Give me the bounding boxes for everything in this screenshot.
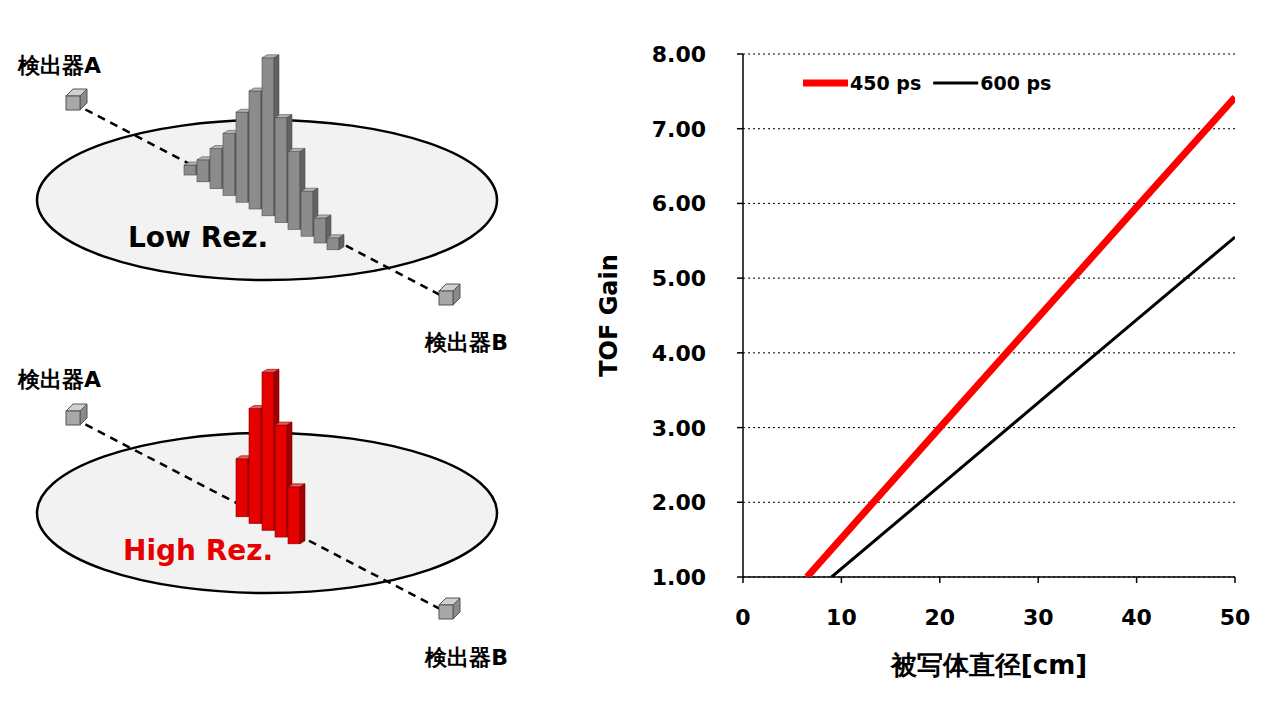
y-tick [737, 53, 743, 55]
grid-line [743, 502, 1235, 503]
resolution-label: Low Rez. [128, 221, 268, 254]
histogram-bar [327, 235, 344, 250]
histogram-bar-side [300, 484, 305, 544]
diagram-panel: Low Rez. 検出器A 検出器B [17, 53, 508, 355]
histogram-bar-front [223, 133, 235, 195]
y-tick-label: 7.00 [652, 117, 706, 142]
detector-front [66, 411, 80, 425]
y-tick [737, 576, 743, 578]
series-line [807, 97, 1235, 577]
detector-side [453, 284, 460, 305]
y-axis-title: TOF Gain [595, 254, 623, 377]
histogram-bar-front [314, 218, 326, 243]
detector-label: 検出器A [17, 367, 101, 392]
y-tick [737, 128, 743, 130]
y-tick-label: 3.00 [652, 416, 706, 441]
grid-line [743, 203, 1235, 204]
x-tick-label: 20 [924, 605, 955, 630]
detector-front [439, 291, 453, 305]
y-tick-label: 1.00 [652, 565, 706, 590]
x-tick [1136, 577, 1138, 583]
histogram-bar-front [184, 165, 196, 175]
y-tick [737, 352, 743, 354]
y-tick-label: 4.00 [652, 341, 706, 366]
legend-swatch [803, 80, 848, 87]
x-tick [742, 577, 744, 583]
y-tick-label: 8.00 [652, 42, 706, 67]
detector-side [80, 89, 87, 110]
detector-label: 検出器B [424, 645, 508, 670]
histogram-bar-front [236, 112, 248, 202]
grid-line [743, 54, 1235, 55]
legend-swatch [933, 82, 978, 85]
grid-line [743, 128, 1235, 129]
detector-side [80, 404, 87, 425]
y-axis [742, 54, 744, 577]
y-tick-label: 2.00 [652, 490, 706, 515]
legend-label: 450 ps [850, 72, 921, 94]
legend-label: 600 ps [980, 72, 1051, 94]
y-tick [737, 203, 743, 205]
grid-line [743, 352, 1235, 353]
x-tick-label: 10 [826, 605, 857, 630]
histogram-bar-front [275, 118, 287, 223]
x-axis [743, 576, 1235, 578]
histogram-bar-front [288, 487, 300, 544]
histogram-bar-front [262, 372, 274, 530]
detector-label: 検出器B [424, 330, 508, 355]
y-tick [737, 277, 743, 279]
grid-line [743, 278, 1235, 279]
histogram-bar-front [327, 238, 339, 250]
x-axis-title: 被写体直径[cm] [890, 650, 1087, 680]
grid-line [743, 577, 1235, 578]
x-tick [1234, 577, 1236, 583]
histogram-bar [288, 484, 305, 544]
x-tick-label: 40 [1121, 605, 1152, 630]
resolution-label: High Rez. [123, 534, 273, 567]
histogram-bar-front [249, 91, 261, 209]
series-group [807, 97, 1235, 577]
histogram-bar-front [301, 191, 313, 236]
histogram-bar-front [249, 409, 261, 524]
histogram-bar-front [288, 151, 300, 229]
x-tick-label: 50 [1220, 605, 1251, 630]
x-tick-label: 0 [735, 605, 750, 630]
page: Low Rez. 検出器A 検出器B High Rez. 検出器A 検出器B 1.00 2.0… [0, 0, 1280, 709]
histogram-bar-front [262, 58, 274, 216]
y-tick-label: 5.00 [652, 266, 706, 291]
x-tick-label: 30 [1023, 605, 1054, 630]
histogram-bar-front [236, 459, 248, 517]
histogram-bar-front [197, 160, 209, 182]
detector-side [453, 598, 460, 619]
detector-front [66, 96, 80, 110]
histogram-bar-front [210, 149, 222, 189]
histogram-bar-side [339, 235, 344, 250]
x-tick [939, 577, 941, 583]
legend: 450 ps 600 ps [803, 72, 1051, 94]
y-tick [737, 502, 743, 504]
x-tick [1037, 577, 1039, 583]
diagram-panel: High Rez. 検出器A 検出器B [17, 367, 508, 670]
grid-line [743, 427, 1235, 428]
chart: 1.00 2.00 3.00 4.00 5.00 6.00 7.00 8.00 0 10 20 30 4… [595, 42, 1250, 680]
y-tick [737, 427, 743, 429]
y-tick-label: 6.00 [652, 191, 706, 216]
x-tick [841, 577, 843, 583]
histogram-bar-front [275, 425, 287, 537]
detector-label: 検出器A [17, 53, 101, 78]
series-line [832, 237, 1235, 577]
detector-front [439, 605, 453, 619]
